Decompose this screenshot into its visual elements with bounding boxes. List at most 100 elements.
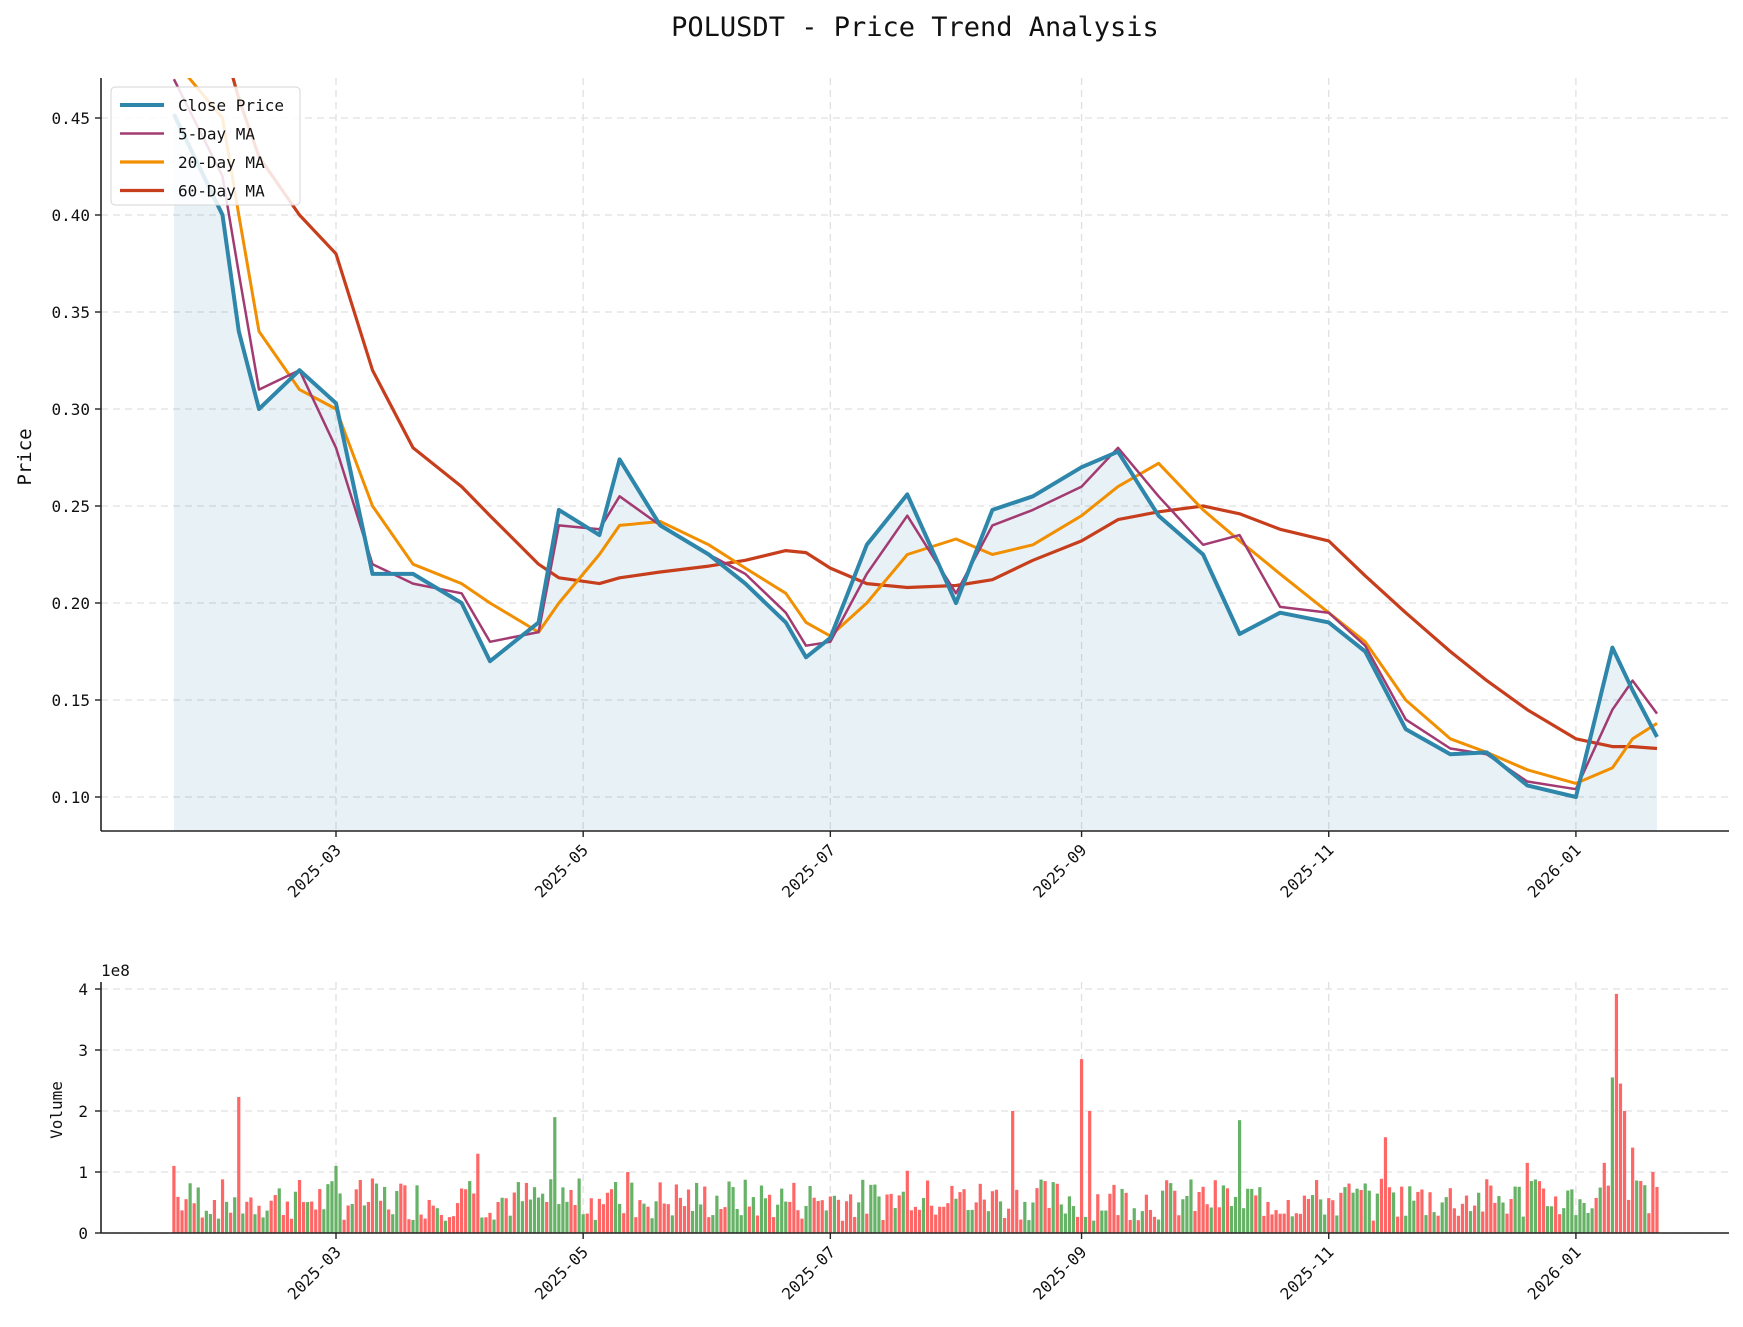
volume-bar (1278, 1213, 1282, 1233)
volume-bar (273, 1195, 277, 1233)
volume-bar (1460, 1203, 1465, 1233)
volume-bar (1294, 1213, 1298, 1233)
volume-bar (391, 1214, 395, 1233)
volume-bar (1643, 1185, 1647, 1233)
volume-bar (1059, 1204, 1063, 1233)
x-tick-label: 2025-05 (531, 840, 592, 901)
volume-bar (443, 1220, 448, 1233)
volume-bar (1067, 1196, 1072, 1233)
volume-bar (1047, 1207, 1051, 1233)
volume-bar (557, 1204, 561, 1233)
volume-bar (994, 1189, 999, 1233)
volume-bar (180, 1210, 184, 1233)
volume-bar (1517, 1186, 1521, 1233)
volume-bar (423, 1218, 427, 1233)
volume-bar (1448, 1188, 1452, 1233)
volume-bar (1400, 1186, 1404, 1233)
volume-bar (1477, 1192, 1481, 1233)
volume-bar (934, 1214, 938, 1233)
volume-bar (1404, 1215, 1408, 1233)
volume-bar (1440, 1202, 1444, 1233)
volume-bar (1428, 1192, 1432, 1233)
x-tick-label: 2025-07 (778, 1242, 839, 1303)
x-tick-label: 2025-05 (531, 1242, 592, 1303)
volume-bar (1015, 1189, 1019, 1233)
volume-bar (516, 1182, 520, 1233)
volume-bar (1112, 1184, 1116, 1233)
volume-bar (220, 1179, 225, 1233)
volume-bar (553, 1117, 557, 1233)
volume-bar (759, 1185, 764, 1233)
volume-bar (986, 1211, 990, 1233)
y-tick-label: 0.25 (51, 497, 90, 516)
volume-bar (1379, 1178, 1384, 1233)
volume-bars (172, 993, 1659, 1233)
volume-bar (1367, 1190, 1371, 1233)
volume-bar (297, 1180, 302, 1233)
volume-bar (658, 1182, 662, 1233)
volume-bar (1590, 1208, 1594, 1233)
volume-bar (776, 1204, 780, 1233)
legend-label: 5-Day MA (178, 125, 255, 144)
volume-bar (383, 1186, 387, 1233)
chart-title: POLUSDT - Price Trend Analysis (671, 12, 1159, 43)
volume-bar (1136, 1220, 1140, 1233)
volume-bar (1169, 1183, 1173, 1233)
volume-bar (387, 1209, 391, 1233)
volume-bar (792, 1182, 796, 1233)
volume-bar (962, 1189, 966, 1233)
volume-bar (237, 1096, 241, 1233)
volume-bar (804, 1205, 808, 1233)
volume-bar (411, 1219, 415, 1233)
volume-offset-label: 1e8 (101, 961, 130, 980)
volume-bar (622, 1213, 626, 1233)
volume-bar (1039, 1179, 1043, 1233)
volume-bar (200, 1217, 204, 1233)
volume-bar (666, 1204, 670, 1233)
y-tick-label: 0.20 (51, 594, 90, 613)
volume-bar (1651, 1172, 1655, 1233)
volume-bar (1375, 1193, 1379, 1233)
legend: Close Price 5-Day MA 20-Day MA 60-Day MA (110, 86, 301, 206)
volume-bar (1622, 1111, 1627, 1233)
volume-bar (1193, 1211, 1197, 1233)
volume-bar (1489, 1185, 1493, 1233)
volume-bar (314, 1209, 318, 1233)
volume-bar (265, 1210, 269, 1233)
volume-bar (1205, 1204, 1209, 1233)
volume-bar (1574, 1215, 1578, 1233)
volume-bar (1254, 1195, 1258, 1233)
legend-label: Close Price (178, 96, 284, 115)
volume-bar (1314, 1180, 1319, 1233)
volume-bar (1468, 1211, 1473, 1233)
volume-bar (1270, 1214, 1274, 1233)
volume-bar (306, 1202, 310, 1233)
volume-bar (358, 1179, 362, 1233)
volume-bar (1359, 1190, 1363, 1233)
volume-bar (630, 1182, 634, 1233)
volume-bar (1363, 1183, 1367, 1233)
x-tick-label: 2025-03 (284, 840, 345, 901)
volume-bar (1614, 993, 1619, 1233)
volume-bar (650, 1218, 654, 1233)
volume-bar (780, 1188, 784, 1233)
volume-bar (1335, 1215, 1339, 1233)
volume-bar (1092, 1220, 1096, 1233)
volume-bar (589, 1198, 593, 1233)
volume-bar (938, 1206, 942, 1233)
volume-bar (1412, 1200, 1416, 1233)
volume-bar (715, 1195, 719, 1233)
volume-bar (261, 1217, 265, 1233)
volume-bar (893, 1208, 897, 1233)
volume-bar (646, 1206, 650, 1233)
volume-bar (1063, 1213, 1067, 1233)
volume-bar (1088, 1111, 1092, 1233)
volume-bar (1355, 1188, 1359, 1233)
volume-bar (253, 1214, 257, 1233)
volume-bar (184, 1199, 188, 1233)
volume-bar (1582, 1202, 1586, 1233)
volume-bar (1229, 1206, 1234, 1233)
volume-bar (573, 1205, 577, 1233)
volume-bar (172, 1165, 176, 1233)
volume-bar (1019, 1219, 1023, 1233)
